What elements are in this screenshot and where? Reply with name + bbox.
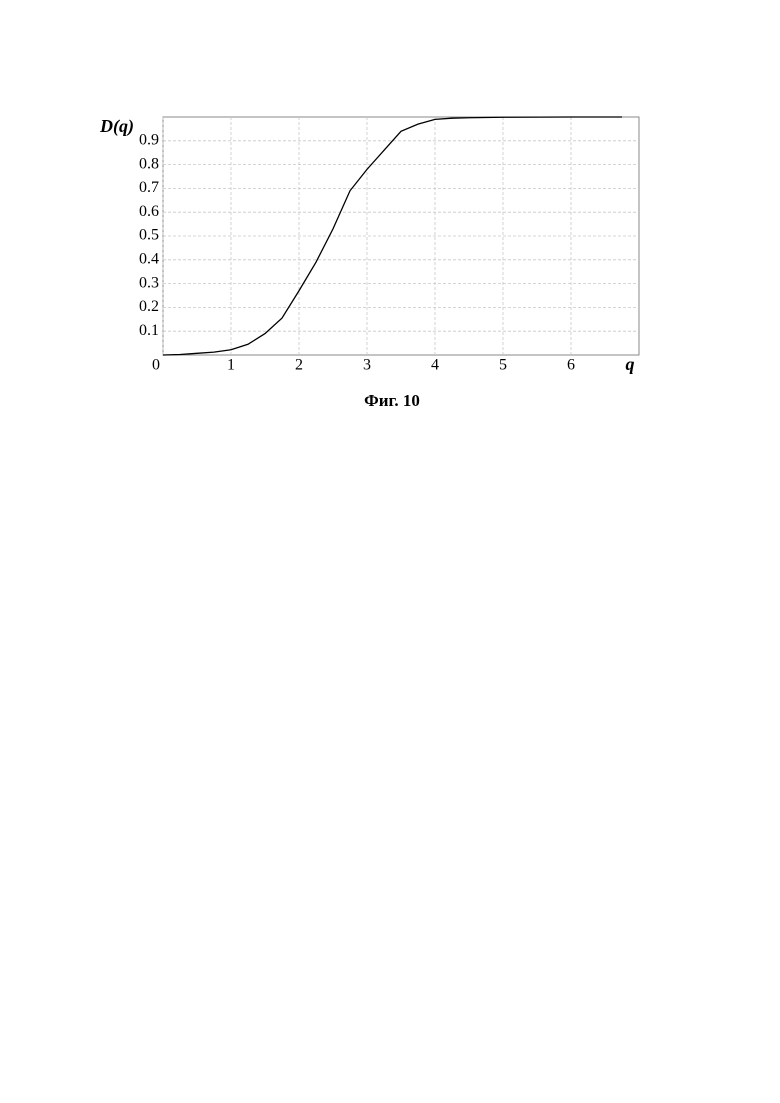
y-axis-label: D(q): [99, 116, 134, 137]
y-tick-label: 0.3: [139, 274, 159, 291]
x-tick-label: 1: [227, 357, 235, 374]
x-tick-label: 3: [363, 357, 371, 374]
y-tick-label: 0.5: [139, 227, 159, 244]
x-tick-label: 4: [431, 357, 439, 374]
chart: D(q) q Фиг. 10 0.1 0.2 0.3 0.4 0.5 0.6 0.7 0.8 0…: [0, 0, 780, 1103]
x-tick-label: 6: [567, 357, 575, 374]
y-tick-label: 0.1: [139, 322, 159, 339]
y-tick-label: 0.4: [139, 250, 159, 267]
x-axis-label: q: [626, 354, 635, 374]
y-tick-label: 0.6: [139, 203, 159, 220]
y-tick-label: 0.9: [139, 131, 159, 148]
y-tick-label: 0.8: [139, 155, 159, 172]
x-tick-label: 0: [152, 357, 160, 374]
x-tick-label: 2: [295, 357, 303, 374]
y-tick-label: 0.7: [139, 179, 159, 196]
x-tick-label: 5: [499, 357, 507, 374]
page: D(q) q Фиг. 10 0.1 0.2 0.3 0.4 0.5 0.6 0.7 0.8 0…: [0, 0, 780, 1103]
figure-caption: Фиг. 10: [364, 391, 420, 410]
y-tick-label: 0.2: [139, 298, 159, 315]
